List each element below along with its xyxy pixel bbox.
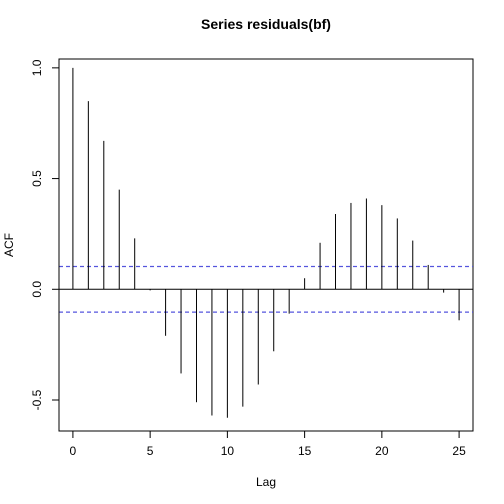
confidence-bands (59, 265, 473, 313)
y-axis-label: ACF (2, 233, 16, 257)
acf-spikes (72, 67, 460, 418)
x-tick-label: 25 (452, 444, 466, 458)
y-tick-label: 0.0 (30, 281, 44, 298)
x-tick-label: 5 (147, 444, 154, 458)
x-tick-label: 20 (375, 444, 389, 458)
plot-frame (58, 58, 474, 432)
y-tick-label: 1.0 (30, 59, 44, 76)
y-axis: -0.5 0.0 0.5 1.0 (30, 59, 60, 410)
x-tick-label: 15 (298, 444, 312, 458)
chart-title: Series residuals(bf) (201, 16, 331, 32)
x-axis: 0 5 10 15 20 25 (70, 430, 466, 458)
y-tick-label: 0.5 (30, 170, 44, 187)
y-tick-label: -0.5 (30, 389, 44, 410)
x-axis-label: Lag (256, 475, 276, 489)
x-tick-label: 0 (70, 444, 77, 458)
x-tick-label: 10 (221, 444, 235, 458)
